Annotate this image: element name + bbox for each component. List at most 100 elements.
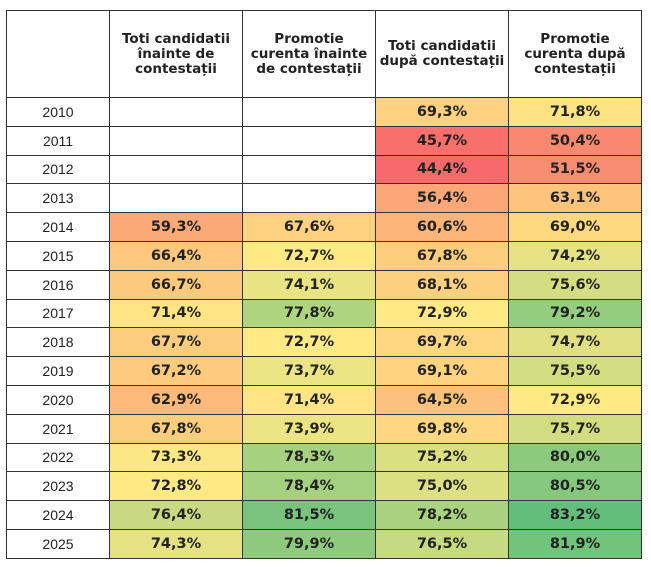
header-year xyxy=(6,10,110,98)
value-cell: 71,4% xyxy=(109,298,243,329)
value-cell: 78,4% xyxy=(242,471,376,502)
value-cell: 71,4% xyxy=(242,384,376,415)
value-cell: 66,4% xyxy=(109,240,243,271)
value-cell: 72,9% xyxy=(508,384,642,415)
value-cell: 69,1% xyxy=(375,356,509,386)
table-row: 2014 59,3% 67,6% 60,6% 69,0% xyxy=(6,212,642,242)
value-cell xyxy=(109,97,243,127)
value-cell: 64,5% xyxy=(375,384,509,415)
table-row: 2025 74,3% 79,9% 76,5% 81,9% xyxy=(6,528,642,559)
year-cell: 2022 xyxy=(6,442,110,473)
value-cell: 73,7% xyxy=(242,356,376,386)
year-cell: 2016 xyxy=(6,269,110,300)
table-row: 2016 66,7% 74,1% 68,1% 75,6% xyxy=(6,269,642,300)
value-cell: 72,7% xyxy=(242,240,376,271)
header-all-after: Toti candidatii după contestații xyxy=(375,10,509,98)
value-cell: 74,7% xyxy=(508,327,642,358)
value-cell xyxy=(109,125,243,156)
year-cell: 2024 xyxy=(6,500,110,530)
year-cell: 2015 xyxy=(6,240,110,271)
value-cell xyxy=(109,154,243,185)
header-current-before: Promotie curenta înainte de contestații xyxy=(242,10,376,98)
value-cell: 69,0% xyxy=(508,212,642,242)
value-cell: 80,0% xyxy=(508,442,642,473)
value-cell: 72,9% xyxy=(375,298,509,329)
table-row: 2018 67,7% 72,7% 69,7% 74,7% xyxy=(6,327,642,358)
value-cell xyxy=(242,183,376,214)
value-cell: 75,2% xyxy=(375,442,509,473)
table-row: 2023 72,8% 78,4% 75,0% 80,5% xyxy=(6,471,642,502)
value-cell: 79,9% xyxy=(242,528,376,559)
value-cell: 45,7% xyxy=(375,125,509,156)
value-cell: 63,1% xyxy=(508,183,642,214)
value-cell: 69,8% xyxy=(375,413,509,444)
value-cell: 77,8% xyxy=(242,298,376,329)
year-cell: 2014 xyxy=(6,212,110,242)
value-cell: 73,9% xyxy=(242,413,376,444)
value-cell: 81,9% xyxy=(508,528,642,559)
value-cell: 81,5% xyxy=(242,500,376,530)
value-cell: 80,5% xyxy=(508,471,642,502)
value-cell: 75,7% xyxy=(508,413,642,444)
table-row: 2017 71,4% 77,8% 72,9% 79,2% xyxy=(6,298,642,329)
value-cell: 71,8% xyxy=(508,97,642,127)
value-cell: 69,7% xyxy=(375,327,509,358)
table-row: 2022 73,3% 78,3% 75,2% 80,0% xyxy=(6,442,642,473)
year-cell: 2019 xyxy=(6,356,110,386)
year-cell: 2012 xyxy=(6,154,110,185)
value-cell: 75,0% xyxy=(375,471,509,502)
value-cell: 59,3% xyxy=(109,212,243,242)
table-row: 2010 69,3% 71,8% xyxy=(6,97,642,127)
year-cell: 2010 xyxy=(6,97,110,127)
year-cell: 2018 xyxy=(6,327,110,358)
value-cell: 67,8% xyxy=(109,413,243,444)
value-cell: 68,1% xyxy=(375,269,509,300)
value-cell: 76,5% xyxy=(375,528,509,559)
value-cell: 78,2% xyxy=(375,500,509,530)
value-cell: 76,4% xyxy=(109,500,243,530)
value-cell: 72,7% xyxy=(242,327,376,358)
table-row: 2021 67,8% 73,9% 69,8% 75,7% xyxy=(6,413,642,444)
value-cell: 74,3% xyxy=(109,528,243,559)
value-cell: 66,7% xyxy=(109,269,243,300)
value-cell: 50,4% xyxy=(508,125,642,156)
value-cell: 62,9% xyxy=(109,384,243,415)
value-cell: 56,4% xyxy=(375,183,509,214)
value-cell: 83,2% xyxy=(508,500,642,530)
value-cell: 75,5% xyxy=(508,356,642,386)
table-row: 2024 76,4% 81,5% 78,2% 83,2% xyxy=(6,500,642,530)
header-current-after: Promotie curenta după contestații xyxy=(508,10,642,98)
table-row: 2015 66,4% 72,7% 67,8% 74,2% xyxy=(6,240,642,271)
year-cell: 2017 xyxy=(6,298,110,329)
value-cell: 67,7% xyxy=(109,327,243,358)
results-table: Toti candidatii înainte de contestații P… xyxy=(6,10,642,559)
value-cell: 60,6% xyxy=(375,212,509,242)
value-cell: 67,8% xyxy=(375,240,509,271)
value-cell: 69,3% xyxy=(375,97,509,127)
value-cell xyxy=(242,125,376,156)
value-cell xyxy=(242,97,376,127)
year-cell: 2013 xyxy=(6,183,110,214)
value-cell: 67,6% xyxy=(242,212,376,242)
value-cell xyxy=(109,183,243,214)
year-cell: 2011 xyxy=(6,125,110,156)
value-cell: 72,8% xyxy=(109,471,243,502)
value-cell: 79,2% xyxy=(508,298,642,329)
value-cell: 75,6% xyxy=(508,269,642,300)
table-row: 2019 67,2% 73,7% 69,1% 75,5% xyxy=(6,356,642,386)
value-cell xyxy=(242,154,376,185)
header-row: Toti candidatii înainte de contestații P… xyxy=(6,10,642,98)
year-cell: 2023 xyxy=(6,471,110,502)
value-cell: 78,3% xyxy=(242,442,376,473)
value-cell: 67,2% xyxy=(109,356,243,386)
value-cell: 44,4% xyxy=(375,154,509,185)
value-cell: 74,2% xyxy=(508,240,642,271)
year-cell: 2020 xyxy=(6,384,110,415)
table-row: 2012 44,4% 51,5% xyxy=(6,154,642,185)
year-cell: 2025 xyxy=(6,528,110,559)
value-cell: 74,1% xyxy=(242,269,376,300)
value-cell: 51,5% xyxy=(508,154,642,185)
year-cell: 2021 xyxy=(6,413,110,444)
header-all-before: Toti candidatii înainte de contestații xyxy=(109,10,243,98)
table-row: 2013 56,4% 63,1% xyxy=(6,183,642,214)
